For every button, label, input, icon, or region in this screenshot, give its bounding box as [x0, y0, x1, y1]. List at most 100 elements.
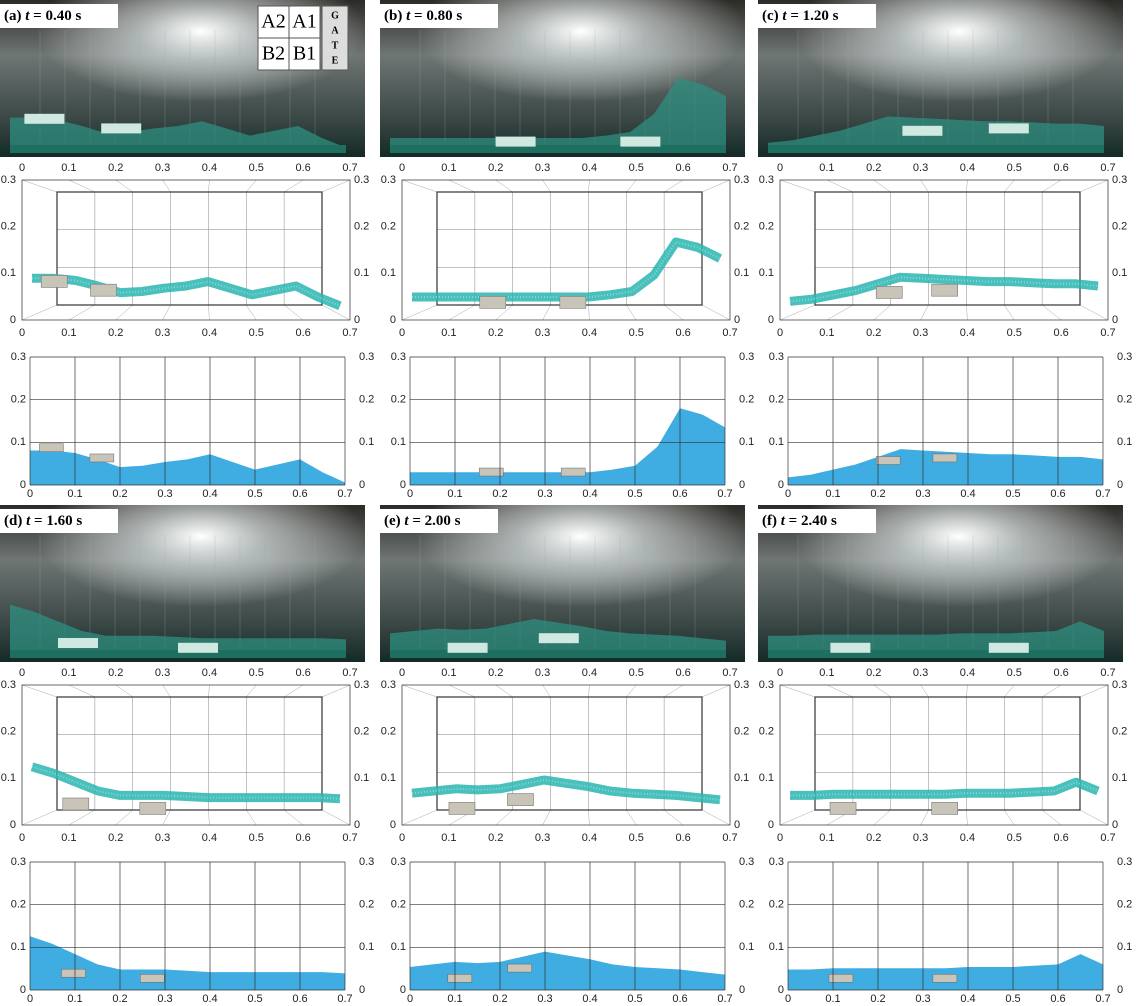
y-tick-label: 0	[400, 984, 406, 996]
y-tick-label: 0.2	[769, 394, 784, 406]
x-tick-label: 0.3	[913, 667, 928, 679]
grid-line	[779, 179, 816, 193]
x-tick-label: 0.3	[155, 162, 170, 174]
panel: (f) t = 2.40 s000.10.10.20.20.30.30.40.4…	[758, 505, 1132, 1005]
legend-cell	[288, 37, 321, 71]
grid-line	[246, 304, 257, 321]
panel: (e) t = 2.00 s000.10.10.20.20.30.30.40.4…	[380, 505, 754, 1005]
grid-line	[1079, 179, 1109, 193]
x-tick-label: 0.1	[441, 667, 456, 679]
frame	[21, 179, 351, 321]
photo-block	[988, 123, 1029, 134]
y-tick-label: 0.3	[734, 174, 749, 186]
grid-line	[321, 809, 351, 826]
grid-line	[966, 179, 968, 193]
x-tick-label: 0.5	[1007, 667, 1022, 679]
x-tick-label: 0.6	[295, 667, 310, 679]
x-tick-label: 0	[19, 667, 25, 679]
grid-line	[1004, 179, 1015, 193]
x-tick-label: 0.2	[108, 162, 123, 174]
y-tick-label: 0.1	[11, 941, 26, 953]
x-tick-label: 0.4	[960, 832, 975, 844]
x-tick-label: 0.5	[1007, 327, 1022, 339]
frame	[436, 696, 703, 811]
grid-line	[920, 809, 929, 826]
gate-letter: A	[331, 25, 339, 36]
grid-line	[588, 809, 590, 826]
x-tick-label: 0.2	[492, 993, 507, 1005]
block-2d	[875, 456, 901, 465]
x-tick-label: 0.4	[202, 993, 217, 1005]
y-tick-label: 0	[390, 314, 396, 326]
block-3d	[62, 797, 90, 811]
y-tick-label: 0.3	[354, 174, 369, 186]
y-tick-label: 0.1	[739, 436, 754, 448]
grid-line	[663, 304, 684, 321]
frame	[779, 179, 1109, 321]
grid-line	[701, 304, 731, 321]
y-tick-label: 0.2	[1, 726, 16, 738]
water-2d	[30, 936, 345, 990]
x-tick-label: 0.6	[292, 488, 307, 500]
y-tick-label: 0.1	[1, 267, 16, 279]
y-tick-label: 0.3	[769, 856, 784, 868]
x-tick-label: 0.4	[202, 327, 217, 339]
legend-cell	[257, 37, 290, 71]
grid-line	[626, 304, 637, 321]
photo-block	[178, 642, 218, 653]
y-tick-label: 0.3	[1112, 174, 1127, 186]
x-tick-label: 0.4	[960, 993, 975, 1005]
block-3d	[507, 793, 534, 806]
x-tick-label: 0.5	[1005, 488, 1020, 500]
block-3d	[559, 295, 587, 309]
x-tick-label: 0.1	[441, 832, 456, 844]
grid-line	[663, 809, 684, 826]
x-tick-label: 0.4	[582, 993, 597, 1005]
legend-cell-label: B2	[262, 43, 285, 65]
y-tick-label: 0.1	[769, 941, 784, 953]
panel-variable: t	[25, 8, 30, 24]
grid-line	[401, 304, 438, 321]
y-tick-label: 0.2	[1117, 394, 1132, 406]
x-tick-label: 0.1	[447, 993, 462, 1005]
x-tick-label: 0.1	[61, 327, 76, 339]
x-tick-label: 0.4	[960, 327, 975, 339]
y-tick-label: 0.1	[1117, 436, 1132, 448]
block-2d	[932, 974, 958, 983]
panel-prefix: (e)	[384, 513, 401, 529]
photo-tank-bottom	[768, 650, 1104, 658]
photo-block	[902, 125, 943, 136]
panel-prefix: (a)	[4, 8, 22, 24]
grid-line	[920, 304, 929, 321]
y-tick-label: 0.1	[769, 436, 784, 448]
panel: (b) t = 0.80 s000.10.10.20.20.30.30.40.4…	[380, 0, 754, 500]
x-tick-label: 0.6	[295, 162, 310, 174]
x-tick-label: 0.5	[629, 162, 644, 174]
x-tick-label: 0.3	[537, 488, 552, 500]
y-tick-label: 0.2	[381, 221, 396, 233]
label-box	[380, 509, 498, 533]
particles-fine	[789, 276, 1099, 303]
x-tick-label: 0.3	[535, 832, 550, 844]
grid-line	[873, 179, 891, 193]
block-3d	[448, 802, 476, 815]
grid-line	[588, 179, 590, 193]
x-tick-label: 0.4	[202, 488, 217, 500]
y-tick-label: 0.1	[1117, 941, 1132, 953]
x-tick-label: 0.4	[202, 667, 217, 679]
particles	[412, 237, 723, 302]
grid-line	[448, 179, 475, 193]
y-tick-label: 0.1	[359, 436, 374, 448]
grid-line	[401, 809, 438, 826]
x-tick-label: 0.5	[1007, 832, 1022, 844]
x-tick-label: 0.5	[1007, 162, 1022, 174]
photo-tank-bottom	[768, 145, 1104, 153]
x-tick-label: 0	[19, 162, 25, 174]
y-tick-label: 0.2	[759, 726, 774, 738]
panel-prefix: (d)	[4, 513, 22, 529]
x-tick-label: 0.7	[722, 162, 737, 174]
particles-fine	[31, 765, 341, 800]
y-tick-label: 0.2	[391, 394, 406, 406]
panel-label: (b) t = 0.80 s	[384, 8, 462, 24]
x-tick-label: 0.7	[337, 993, 352, 1005]
